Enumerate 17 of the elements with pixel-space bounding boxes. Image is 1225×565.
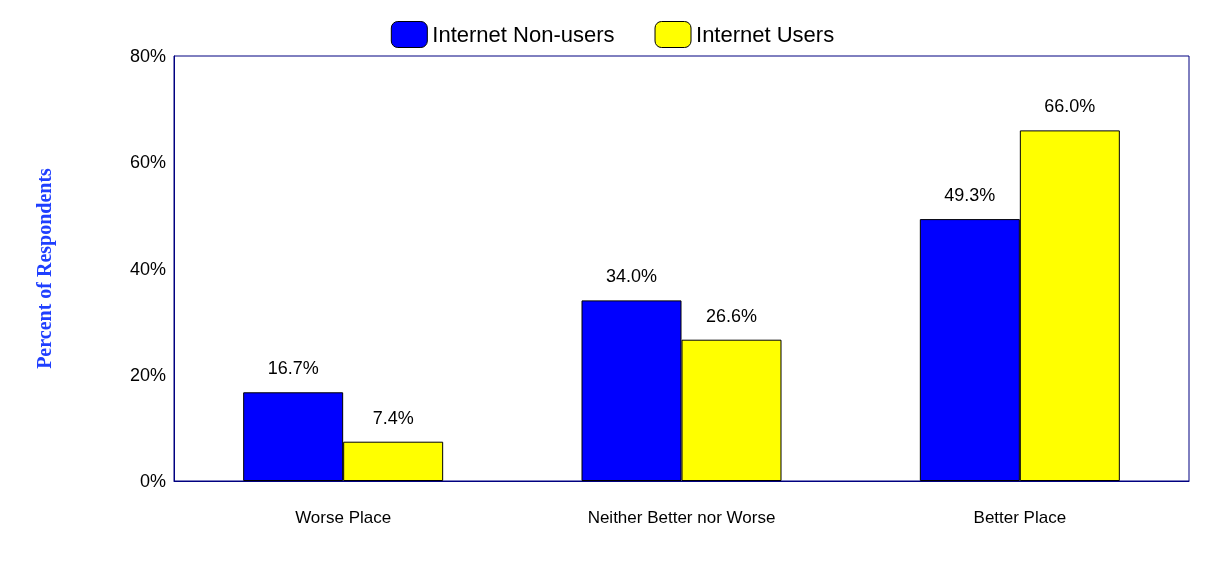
y-tick-label: 60% <box>129 152 166 173</box>
legend-label: Internet Non-users <box>432 22 615 47</box>
data-label: 16.7% <box>267 358 319 379</box>
data-label: 66.0% <box>1044 96 1096 117</box>
x-tick-label: Better Place <box>973 507 1067 527</box>
data-label: 7.4% <box>372 407 414 428</box>
y-tick-label: 40% <box>129 258 166 279</box>
x-tick-label: Worse Place <box>295 507 392 527</box>
data-label: 34.0% <box>605 266 658 287</box>
y-tick-label: 80% <box>129 46 166 66</box>
data-label: 26.6% <box>705 305 758 326</box>
y-tick-label: 0% <box>139 471 166 491</box>
y-tick-label: 20% <box>129 364 166 385</box>
y-axis-title: Percent of Respondents <box>33 167 56 369</box>
legend-label: Internet Users <box>696 22 835 47</box>
x-tick-label: Neither Better nor Worse <box>587 507 776 527</box>
data-label: 49.3% <box>944 185 996 206</box>
